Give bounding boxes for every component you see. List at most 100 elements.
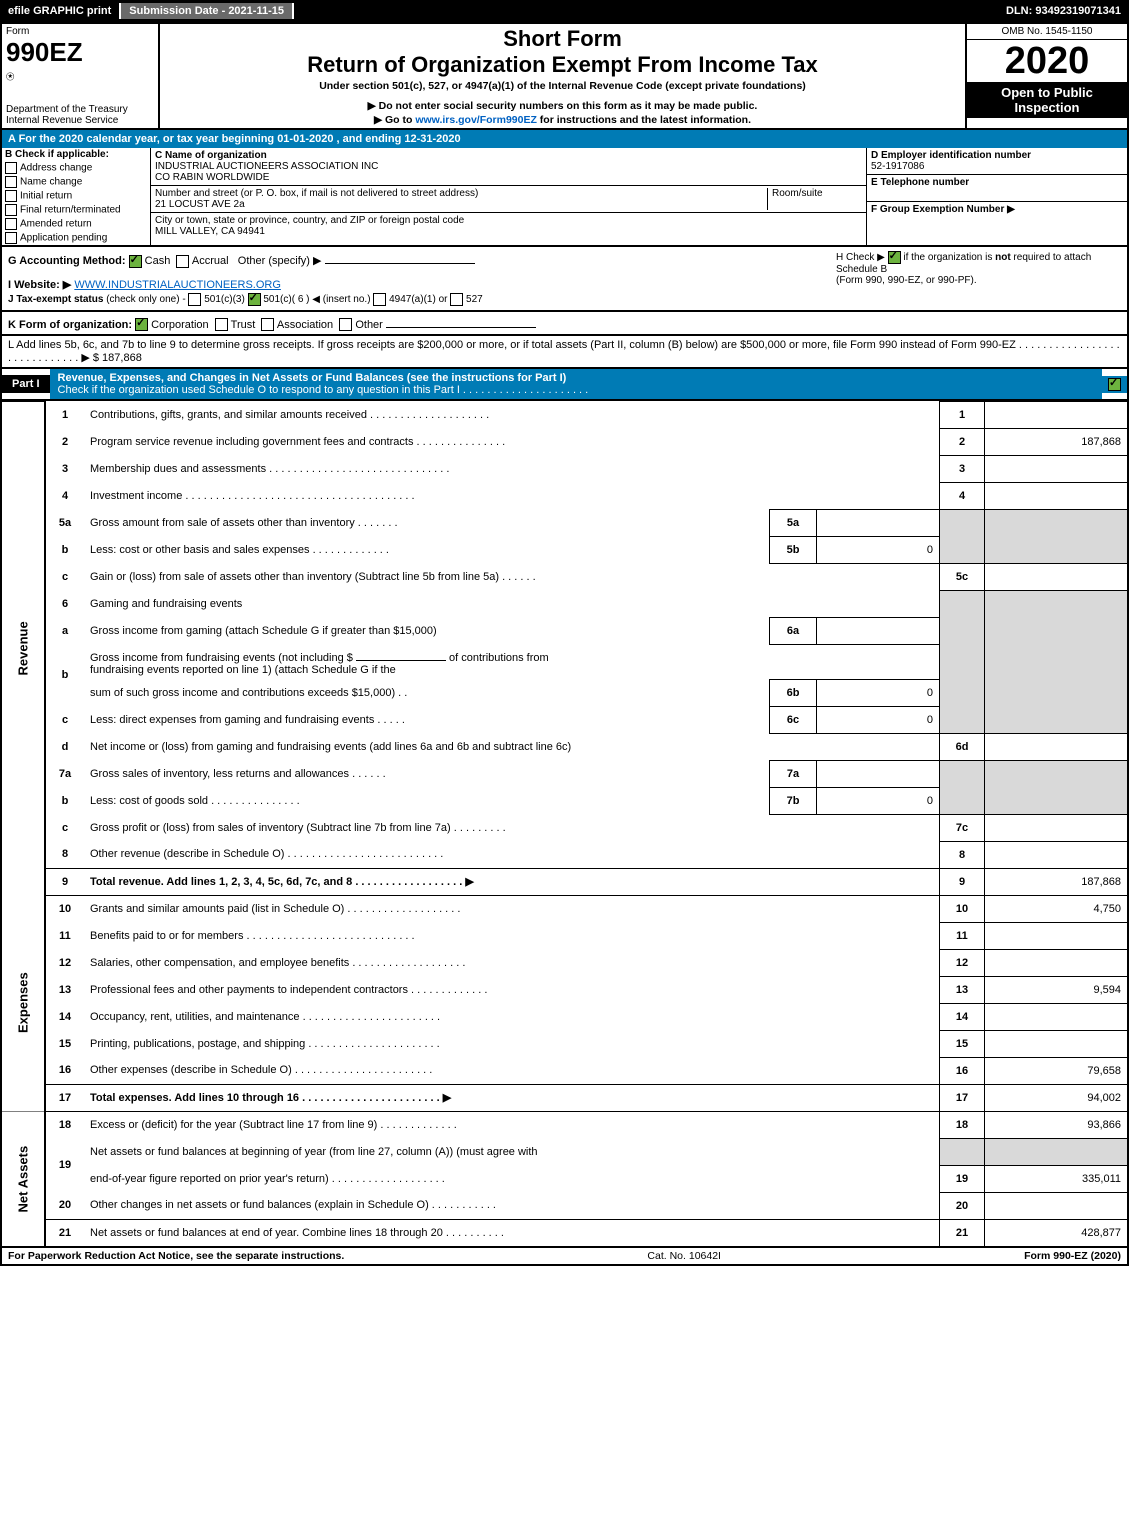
chk-501c[interactable] bbox=[248, 293, 261, 306]
ein: 52-1917086 bbox=[871, 161, 924, 172]
chk-address-change[interactable]: Address change bbox=[2, 161, 150, 175]
line-7c-desc: Gross profit or (loss) from sales of inv… bbox=[84, 814, 940, 841]
line-21-val: 428,877 bbox=[985, 1219, 1129, 1247]
expenses-side-label: Expenses bbox=[1, 895, 45, 1111]
line-10-val: 4,750 bbox=[985, 895, 1129, 922]
line-12-desc: Salaries, other compensation, and employ… bbox=[84, 949, 940, 976]
line-9-val: 187,868 bbox=[985, 868, 1129, 895]
chk-name-change[interactable]: Name change bbox=[2, 175, 150, 189]
chk-501c3[interactable] bbox=[188, 293, 201, 306]
line-6c-desc: Less: direct expenses from gaming and fu… bbox=[84, 706, 770, 733]
calendar-year-row: A For the 2020 calendar year, or tax yea… bbox=[0, 130, 1129, 148]
top-bar: efile GRAPHIC print Submission Date - 20… bbox=[0, 0, 1129, 22]
chk-final-return[interactable]: Final return/terminated bbox=[2, 203, 150, 217]
section-k: K Form of organization: Corporation Trus… bbox=[0, 312, 1129, 337]
line-6b-desc1: Gross income from fundraising events (no… bbox=[84, 644, 940, 679]
line-6b-val: 0 bbox=[817, 679, 940, 706]
section-g-label: G Accounting Method: bbox=[8, 255, 126, 267]
page-footer: For Paperwork Reduction Act Notice, see … bbox=[0, 1248, 1129, 1266]
chk-accrual[interactable] bbox=[176, 255, 189, 268]
website-link[interactable]: WWW.INDUSTRIALAUCTIONEERS.ORG bbox=[74, 279, 281, 291]
chk-application-pending[interactable]: Application pending bbox=[2, 231, 150, 245]
l-val: $ 187,868 bbox=[93, 352, 142, 364]
part-i-sub: Check if the organization used Schedule … bbox=[58, 384, 589, 396]
goto-link[interactable]: www.irs.gov/Form990EZ bbox=[415, 114, 537, 126]
line-5c-desc: Gain or (loss) from sale of assets other… bbox=[84, 564, 940, 591]
chk-trust[interactable] bbox=[215, 318, 228, 331]
line-1-desc: Contributions, gifts, grants, and simila… bbox=[84, 402, 940, 429]
line-6-desc: Gaming and fundraising events bbox=[84, 591, 940, 618]
org-name2: CO RABIN WORLDWIDE bbox=[155, 172, 269, 183]
line-7b-desc: Less: cost of goods sold . . . . . . . .… bbox=[84, 787, 770, 814]
irs-seal-icon: ⍟ bbox=[6, 68, 154, 85]
line-5a-desc: Gross amount from sale of assets other t… bbox=[84, 510, 770, 537]
other-label: Other (specify) ▶ bbox=[238, 255, 322, 267]
dln: DLN: 93492319071341 bbox=[998, 3, 1129, 19]
h-text1: H Check ▶ bbox=[836, 252, 885, 263]
org-name1: INDUSTRIAL AUCTIONEERS ASSOCIATION INC bbox=[155, 161, 378, 172]
form-number: 990EZ bbox=[6, 37, 154, 68]
section-d-label: D Employer identification number bbox=[871, 150, 1031, 161]
line-4-desc: Investment income . . . . . . . . . . . … bbox=[84, 483, 940, 510]
h-text3: (Form 990, 990-EZ, or 990-PF). bbox=[836, 275, 977, 286]
line-13-val: 9,594 bbox=[985, 976, 1129, 1003]
line-2-desc: Program service revenue including govern… bbox=[84, 429, 940, 456]
section-e-label: E Telephone number bbox=[871, 177, 969, 188]
line-13-desc: Professional fees and other payments to … bbox=[84, 976, 940, 1003]
part-i-title: Revenue, Expenses, and Changes in Net As… bbox=[58, 372, 567, 384]
line-18-desc: Excess or (deficit) for the year (Subtra… bbox=[84, 1111, 940, 1138]
chk-amended-return[interactable]: Amended return bbox=[2, 217, 150, 231]
omb-number: OMB No. 1545-1150 bbox=[967, 24, 1127, 40]
chk-527[interactable] bbox=[450, 293, 463, 306]
chk-h[interactable] bbox=[888, 251, 901, 264]
chk-schedule-o[interactable] bbox=[1108, 378, 1121, 391]
line-6c-val: 0 bbox=[817, 706, 940, 733]
chk-cash[interactable] bbox=[129, 255, 142, 268]
lines-table: Revenue 1 Contributions, gifts, grants, … bbox=[0, 401, 1129, 1248]
cash-label: Cash bbox=[145, 255, 171, 267]
line-3-desc: Membership dues and assessments . . . . … bbox=[84, 456, 940, 483]
form-header: Form 990EZ ⍟ Department of the Treasury … bbox=[0, 22, 1129, 130]
short-form-title: Short Form bbox=[166, 26, 959, 52]
line-5b-desc: Less: cost or other basis and sales expe… bbox=[84, 537, 770, 564]
line-16-val: 79,658 bbox=[985, 1057, 1129, 1084]
addr-label: Number and street (or P. O. box, if mail… bbox=[155, 188, 478, 199]
main-title: Return of Organization Exempt From Incom… bbox=[166, 52, 959, 78]
chk-corporation[interactable] bbox=[135, 318, 148, 331]
tax-year: 2020 bbox=[967, 40, 1127, 82]
city-label: City or town, state or province, country… bbox=[155, 215, 464, 226]
line-18-val: 93,866 bbox=[985, 1111, 1129, 1138]
footer-cat: Cat. No. 10642I bbox=[647, 1250, 721, 1262]
line-21-desc: Net assets or fund balances at end of ye… bbox=[84, 1219, 940, 1247]
section-j-label: J Tax-exempt status bbox=[8, 294, 103, 305]
k-label: K Form of organization: bbox=[8, 319, 132, 331]
footer-left: For Paperwork Reduction Act Notice, see … bbox=[8, 1250, 344, 1262]
netassets-side-label: Net Assets bbox=[1, 1111, 45, 1247]
chk-association[interactable] bbox=[261, 318, 274, 331]
line-8-desc: Other revenue (describe in Schedule O) .… bbox=[84, 841, 940, 868]
section-f-label: F Group Exemption Number ▶ bbox=[871, 204, 1015, 215]
submission-date: Submission Date - 2021-11-15 bbox=[121, 3, 294, 19]
footer-right: Form 990-EZ (2020) bbox=[1024, 1250, 1121, 1262]
line-7a-desc: Gross sales of inventory, less returns a… bbox=[84, 760, 770, 787]
line-15-desc: Printing, publications, postage, and shi… bbox=[84, 1030, 940, 1057]
chk-other[interactable] bbox=[339, 318, 352, 331]
line-16-desc: Other expenses (describe in Schedule O) … bbox=[84, 1057, 940, 1084]
accrual-label: Accrual bbox=[192, 255, 229, 267]
line-1-val bbox=[985, 402, 1129, 429]
line-20-desc: Other changes in net assets or fund bala… bbox=[84, 1192, 940, 1219]
line-9-desc: Total revenue. Add lines 1, 2, 3, 4, 5c,… bbox=[84, 868, 940, 895]
revenue-side-label: Revenue bbox=[1, 402, 45, 896]
line-5b-val: 0 bbox=[817, 537, 940, 564]
ghij-block: G Accounting Method: Cash Accrual Other … bbox=[0, 247, 1129, 312]
section-b-label: B Check if applicable: bbox=[2, 148, 150, 161]
chk-initial-return[interactable]: Initial return bbox=[2, 189, 150, 203]
line-19-desc2: end-of-year figure reported on prior yea… bbox=[84, 1165, 940, 1192]
room-suite-label: Room/suite bbox=[767, 188, 862, 210]
chk-4947[interactable] bbox=[373, 293, 386, 306]
line-6b-desc2: sum of such gross income and contributio… bbox=[84, 679, 770, 706]
form-word: Form bbox=[6, 26, 154, 37]
part-i-tab: Part I bbox=[2, 375, 50, 393]
section-l: L Add lines 5b, 6c, and 7b to line 9 to … bbox=[0, 336, 1129, 369]
org-city: MILL VALLEY, CA 94941 bbox=[155, 226, 265, 237]
